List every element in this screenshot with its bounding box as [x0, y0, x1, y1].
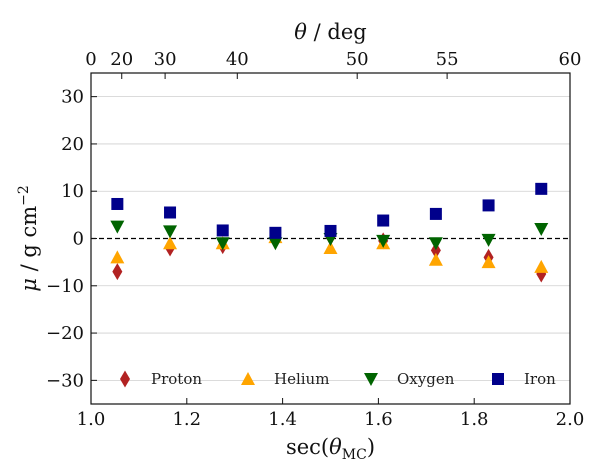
oxygen-point: [268, 237, 283, 251]
iron-point: [269, 226, 282, 239]
x-tick-label: 1.2: [172, 409, 201, 430]
helium-point: [534, 259, 549, 273]
top-axis-title-unit: / deg: [307, 20, 367, 44]
legend-marker-proton: [120, 370, 130, 388]
oxygen-point: [110, 220, 125, 234]
y-axis-title-exp: −2: [16, 185, 32, 206]
legend-label-oxygen: Oxygen: [397, 370, 455, 388]
top-tick-label: 40: [226, 49, 249, 70]
legend-item-iron: Iron: [492, 370, 556, 388]
legend-marker-oxygen: [364, 373, 378, 386]
helium-point: [323, 240, 338, 254]
iron-point: [482, 199, 495, 212]
y-tick-label: −30: [46, 370, 84, 391]
legend-label-iron: Iron: [524, 370, 556, 388]
top-tick-label: 55: [436, 49, 459, 70]
legend-label-helium: Helium: [274, 370, 329, 388]
x-axis-title-sub: MC: [342, 447, 367, 463]
y-axis-title-unit: / g cm: [17, 206, 41, 278]
oxygen-point: [534, 223, 549, 237]
ticks-layer: 1.0 1.2 1.4 1.6 1.8 2.0 30 20 10 0 −10 −20 −30 0 20 30 4…: [46, 49, 584, 430]
legend-marker-iron: [492, 373, 504, 385]
x-tick-label: 2.0: [556, 409, 585, 430]
y-axis-title-mu: μ: [17, 278, 41, 292]
y-tick-label: 30: [61, 87, 84, 108]
x-axis-title-theta: θ: [329, 435, 342, 459]
top-tick-label: 50: [346, 49, 369, 70]
top-axis-title-theta: θ: [294, 20, 307, 44]
y-axis-title: μ / g cm−2: [16, 185, 41, 292]
x-tick-label: 1.6: [364, 409, 393, 430]
legend-marker-helium: [241, 372, 255, 385]
y-tick-label: 10: [61, 181, 84, 202]
x-axis-title-close: ): [367, 435, 375, 459]
iron-point: [111, 197, 124, 210]
oxygen-point: [481, 233, 496, 247]
series-iron: [111, 182, 548, 239]
iron-point: [324, 224, 337, 237]
legend-item-oxygen: Oxygen: [364, 370, 455, 388]
oxygen-point: [376, 234, 391, 248]
x-tick-label: 1.0: [77, 409, 106, 430]
iron-point: [164, 206, 177, 219]
oxygen-point: [163, 225, 178, 239]
marks-layer: [110, 182, 549, 283]
x-tick-label: 1.4: [268, 409, 297, 430]
y-tick-label: −10: [46, 276, 84, 297]
legend-label-proton: Proton: [151, 370, 202, 388]
top-tick-label: 0: [85, 49, 96, 70]
proton-point: [430, 241, 441, 259]
oxygen-point: [215, 237, 230, 251]
iron-point: [216, 224, 229, 237]
helium-point: [163, 236, 178, 250]
grid-layer: [91, 96, 570, 381]
x-axis-title: sec(θMC): [286, 435, 375, 463]
x-axis-title-main: sec(: [286, 435, 329, 459]
y-tick-label: 0: [73, 229, 84, 250]
y-tick-label: −20: [46, 323, 84, 344]
oxygen-point: [428, 237, 443, 251]
helium-point: [481, 255, 496, 269]
legend-item-helium: Helium: [241, 370, 329, 388]
helium-point: [428, 252, 443, 266]
iron-point: [377, 214, 390, 227]
top-tick-label: 30: [154, 49, 177, 70]
iron-point: [535, 182, 548, 195]
top-tick-label: 60: [559, 49, 582, 70]
iron-point: [429, 207, 442, 220]
top-tick-label: 20: [110, 49, 133, 70]
legend-item-proton: Proton: [120, 370, 202, 388]
legend: Proton Helium Oxygen Iron: [120, 370, 556, 388]
helium-point: [110, 250, 125, 264]
proton-point: [112, 263, 123, 281]
x-tick-label: 1.8: [460, 409, 489, 430]
y-tick-label: 20: [61, 134, 84, 155]
top-axis-title: θ / deg: [294, 20, 366, 44]
